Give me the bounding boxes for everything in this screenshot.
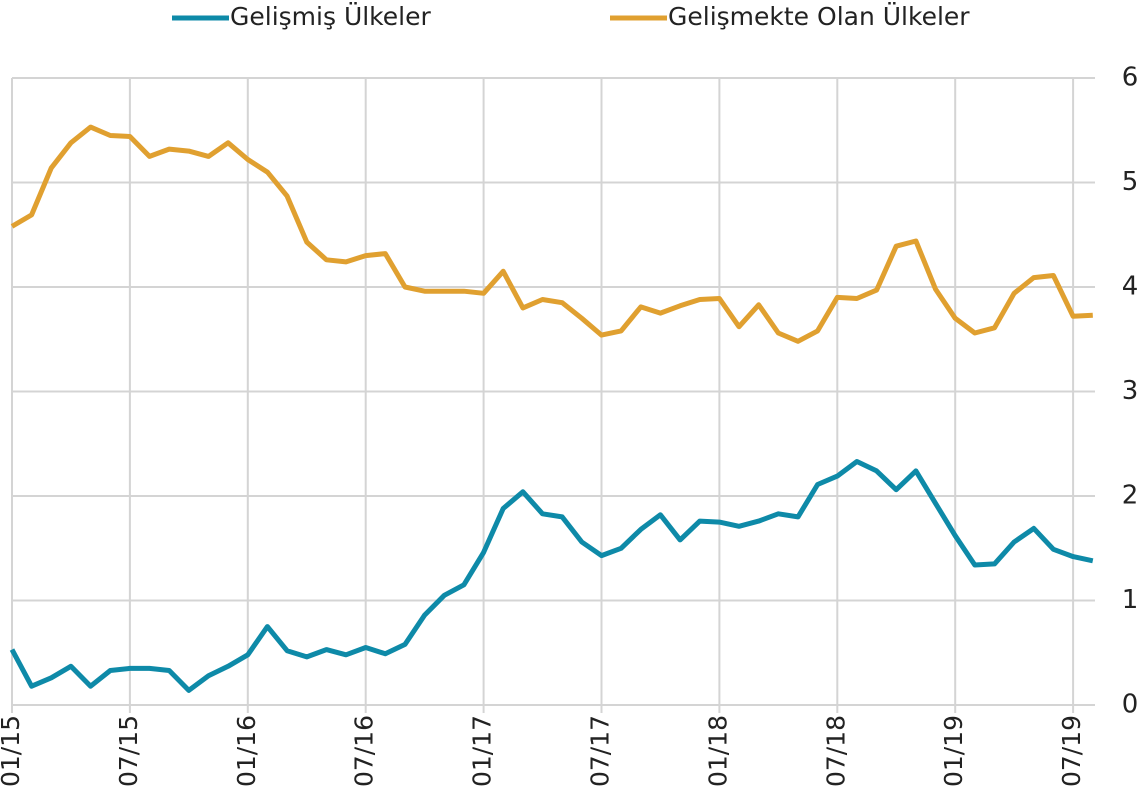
y-tick-label: 6 — [1122, 63, 1139, 93]
line-series — [10, 124, 1093, 344]
x-tick-label: 01/15 — [0, 715, 25, 787]
x-tick-label: 07/19 — [1057, 715, 1086, 787]
line-series — [9, 459, 1094, 693]
y-tick-label: 0 — [1122, 690, 1139, 720]
legend-label: Gelişmekte Olan Ülkeler — [668, 2, 970, 31]
y-tick-label: 1 — [1122, 585, 1139, 615]
x-tick-label: 01/17 — [468, 715, 497, 787]
x-tick-label: 07/15 — [114, 715, 143, 787]
y-tick-label: 3 — [1122, 376, 1139, 406]
y-tick-label: 5 — [1122, 167, 1139, 197]
x-tick-label: 07/18 — [821, 715, 850, 787]
x-tick-label: 07/17 — [586, 715, 615, 787]
y-tick-label: 4 — [1122, 272, 1139, 302]
x-tick-label: 01/19 — [939, 715, 968, 787]
legend-label: Gelişmiş Ülkeler — [230, 2, 431, 31]
y-tick-label: 2 — [1122, 481, 1139, 511]
x-tick-label: 07/16 — [350, 715, 379, 787]
x-tick-label: 01/18 — [703, 715, 732, 787]
x-tick-label: 01/16 — [232, 715, 261, 787]
